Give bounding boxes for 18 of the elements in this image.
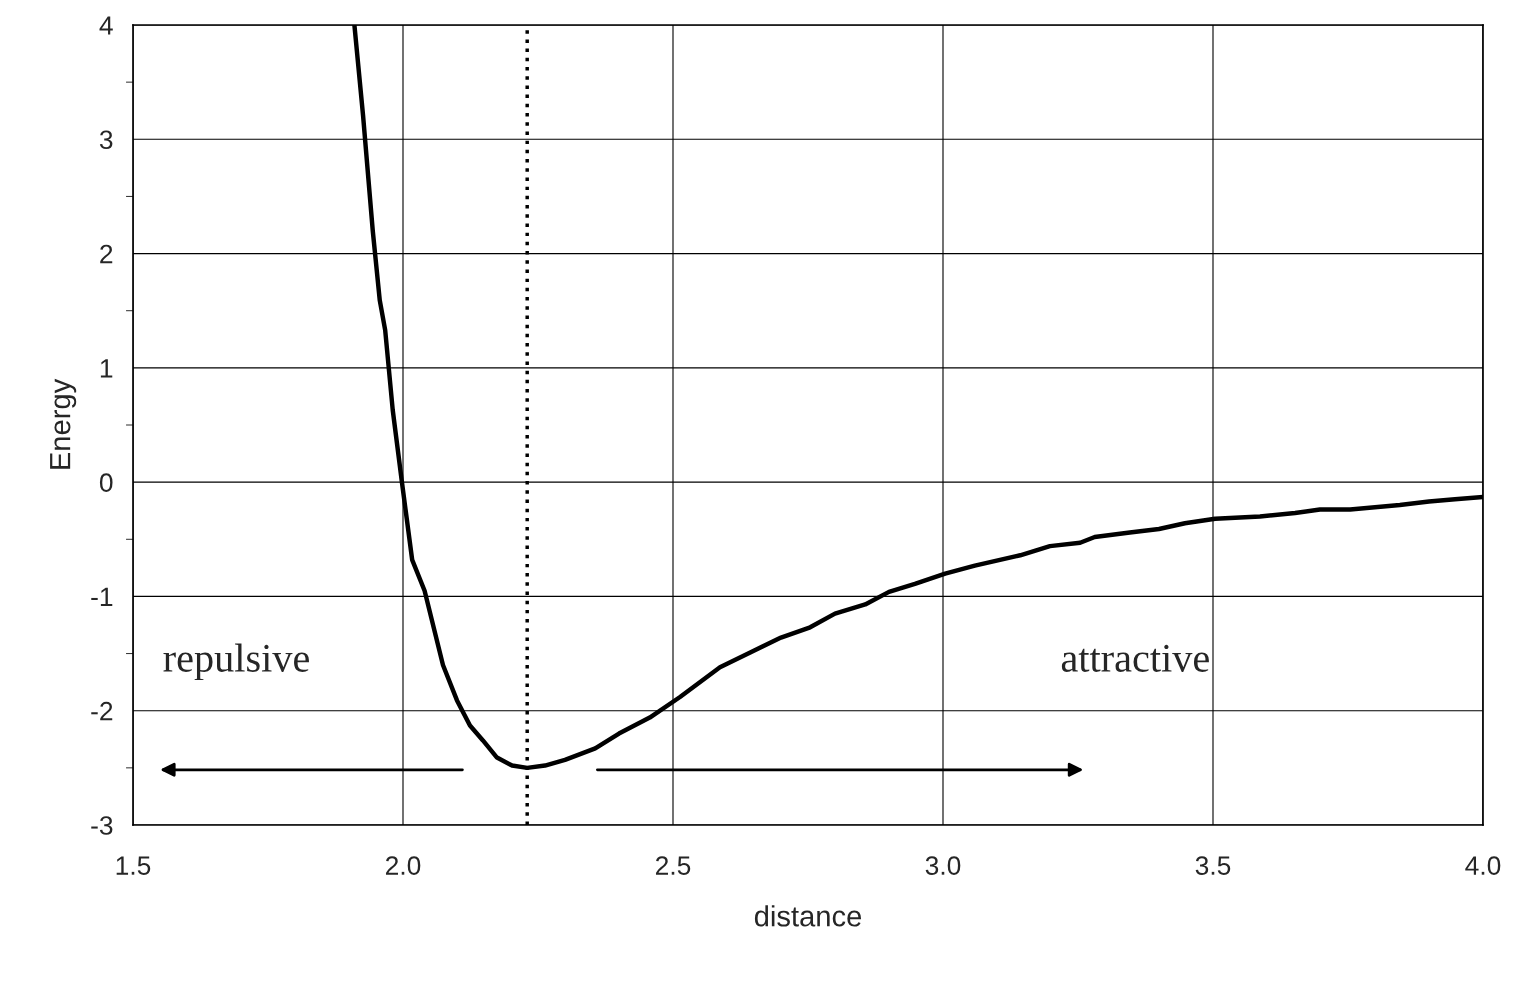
y-axis-title: Energy: [50, 378, 77, 469]
x-tick-label: 3.5: [1195, 856, 1231, 875]
y-tick-label: 0: [99, 473, 113, 492]
y-tick-label: -3: [91, 816, 113, 835]
y-tick-label: -1: [91, 587, 113, 606]
x-tick-label: 2.0: [385, 856, 421, 875]
x-tick-label: 2.5: [655, 856, 691, 875]
y-tick-label: 1: [100, 359, 113, 378]
y-tick-label: 4: [99, 16, 113, 35]
y-tick-label: -2: [91, 701, 113, 721]
annotation: attractive: [1061, 644, 1209, 672]
x-tick-label: 4.0: [1465, 856, 1501, 875]
y-tick-label: 2: [100, 244, 113, 264]
x-axis-title: distance: [754, 905, 862, 927]
x-tick-label: 3.0: [925, 856, 961, 875]
y-tick-label: 3: [99, 130, 113, 150]
annotation: repulsive: [163, 643, 309, 681]
x-tick-label: 1.5: [116, 856, 151, 875]
